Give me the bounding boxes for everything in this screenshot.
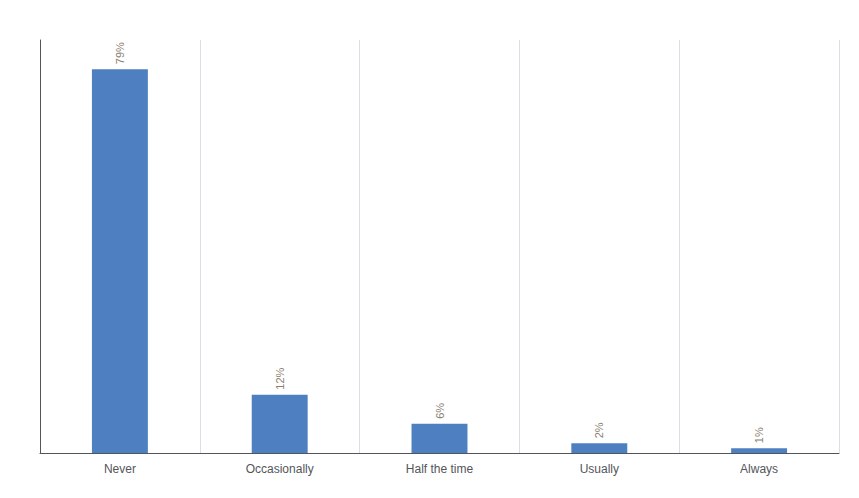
svg-text:79%: 79% (114, 42, 126, 64)
svg-text:Never: Never (104, 462, 136, 476)
svg-text:Half the time: Half the time (406, 462, 474, 476)
svg-text:6%: 6% (434, 403, 446, 419)
svg-text:Always: Always (740, 462, 778, 476)
svg-text:1%: 1% (753, 427, 765, 443)
svg-text:Usually: Usually (580, 462, 619, 476)
svg-text:12%: 12% (274, 367, 286, 389)
svg-text:Occasionally: Occasionally (246, 462, 314, 476)
svg-text:2%: 2% (593, 422, 605, 438)
